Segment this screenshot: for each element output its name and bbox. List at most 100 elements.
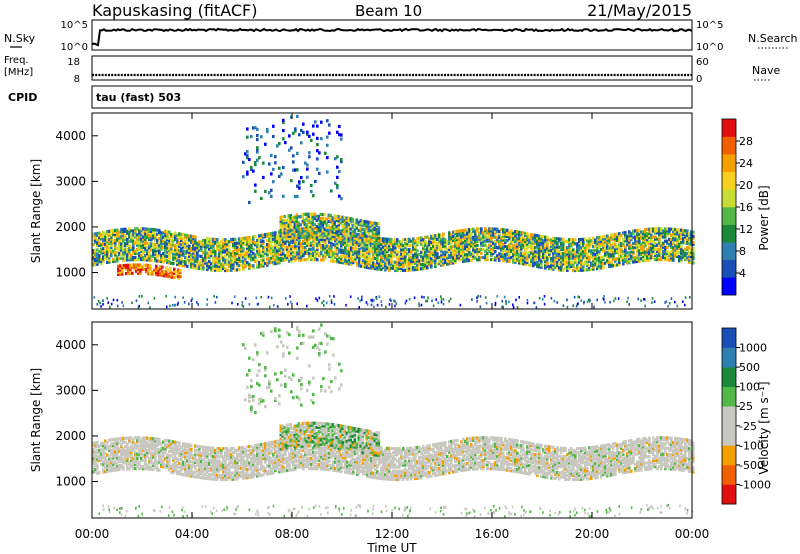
heatmap-cell <box>224 262 227 266</box>
heatmap-cell <box>143 263 146 267</box>
heatmap-cell <box>688 242 691 246</box>
heatmap-cell <box>328 131 331 135</box>
heatmap-cell <box>658 258 661 262</box>
heatmap-cell <box>341 217 345 221</box>
heatmap-cell <box>500 244 503 248</box>
heatmap-cell <box>96 238 99 242</box>
heatmap-cell <box>630 250 633 254</box>
heatmap-cell <box>276 255 279 259</box>
heatmap-cell <box>138 253 141 258</box>
heatmap-cell <box>134 467 137 471</box>
heatmap-cell <box>622 241 625 245</box>
heatmap-cell <box>476 300 478 303</box>
heatmap-cell <box>638 239 641 243</box>
heatmap-cell <box>329 226 333 230</box>
heatmap-cell <box>496 227 499 231</box>
heatmap-cell <box>311 233 315 237</box>
heatmap-cell <box>572 256 575 260</box>
heatmap-cell <box>216 248 219 252</box>
heatmap-cell <box>192 243 195 247</box>
heatmap-cell <box>303 235 307 239</box>
heatmap-cell <box>540 241 543 245</box>
heatmap-cell <box>672 242 675 246</box>
heatmap-cell <box>134 235 137 239</box>
heatmap-cell <box>174 254 177 258</box>
heatmap-cell <box>258 261 261 265</box>
heatmap-cell <box>170 245 173 249</box>
heatmap-cell <box>414 257 417 261</box>
heatmap-cell <box>126 436 129 440</box>
heatmap-cell <box>365 230 369 234</box>
heatmap-cell <box>126 239 129 243</box>
heatmap-cell <box>338 170 341 174</box>
heatmap-cell <box>281 233 285 237</box>
heatmap-cell <box>116 451 119 455</box>
heatmap-cell <box>658 233 661 237</box>
heatmap-cell <box>508 243 511 247</box>
heatmap-cell <box>138 233 141 237</box>
heatmap-cell <box>177 270 180 274</box>
heatmap-cell <box>351 238 355 242</box>
heatmap-cell <box>266 253 269 257</box>
heatmap-cell <box>194 245 197 249</box>
heatmap-cell <box>520 241 523 245</box>
heatmap-cell <box>200 240 203 244</box>
heatmap-cell <box>376 267 379 271</box>
heatmap-cell <box>274 257 277 262</box>
heatmap-cell <box>512 254 515 258</box>
heatmap-cell <box>486 245 489 249</box>
heatmap-cell <box>430 247 433 251</box>
heatmap-cell <box>128 450 131 454</box>
heatmap-cell <box>294 256 297 260</box>
heatmap-cell <box>129 263 132 267</box>
heatmap-cell <box>138 436 141 440</box>
heatmap-cell <box>266 261 269 265</box>
heatmap-cell <box>348 245 351 250</box>
heatmap-cell <box>268 242 271 246</box>
heatmap-cell <box>434 240 437 244</box>
heatmap-cell <box>160 257 163 262</box>
heatmap-cell <box>348 243 351 247</box>
heatmap-cell <box>128 249 131 254</box>
heatmap-cell <box>568 246 571 250</box>
heatmap-cell <box>554 257 557 261</box>
heatmap-cell <box>608 264 611 269</box>
heatmap-cell <box>396 242 399 246</box>
heatmap-cell <box>452 236 455 240</box>
heatmap-cell <box>364 249 367 253</box>
heatmap-cell <box>536 252 539 256</box>
heatmap-cell <box>304 241 307 245</box>
heatmap-cell <box>494 258 497 262</box>
heatmap-cell <box>350 242 353 246</box>
heatmap-cell <box>506 234 509 239</box>
heatmap-cell <box>670 297 673 300</box>
heatmap-cell <box>323 227 327 231</box>
heatmap-cell <box>224 244 227 248</box>
heatmap-cell <box>640 234 643 238</box>
heatmap-cell <box>376 246 379 250</box>
heatmap-cell <box>329 234 333 238</box>
heatmap-cell <box>304 249 307 254</box>
heatmap-cell <box>120 230 123 234</box>
heatmap-cell <box>317 218 321 223</box>
heatmap-cell <box>582 256 585 260</box>
heatmap-cell <box>182 264 185 268</box>
heatmap-cell <box>210 237 213 241</box>
heatmap-cell <box>118 230 121 234</box>
heatmap-cell <box>140 245 143 249</box>
heatmap-cell <box>148 436 151 440</box>
heatmap-cell <box>428 253 431 257</box>
heatmap-cell <box>684 235 687 239</box>
heatmap-cell <box>464 257 467 261</box>
heatmap-cell <box>144 463 147 467</box>
heatmap-cell <box>252 169 255 173</box>
heatmap-cell <box>494 245 497 250</box>
heatmap-cell <box>668 239 671 243</box>
heatmap-cell <box>405 299 408 303</box>
heatmap-cell <box>378 263 381 267</box>
heatmap-cell <box>670 246 673 250</box>
heatmap-cell <box>552 261 555 265</box>
heatmap-cell <box>448 245 451 249</box>
heatmap-cell <box>284 245 287 249</box>
heatmap-cell <box>554 259 557 263</box>
